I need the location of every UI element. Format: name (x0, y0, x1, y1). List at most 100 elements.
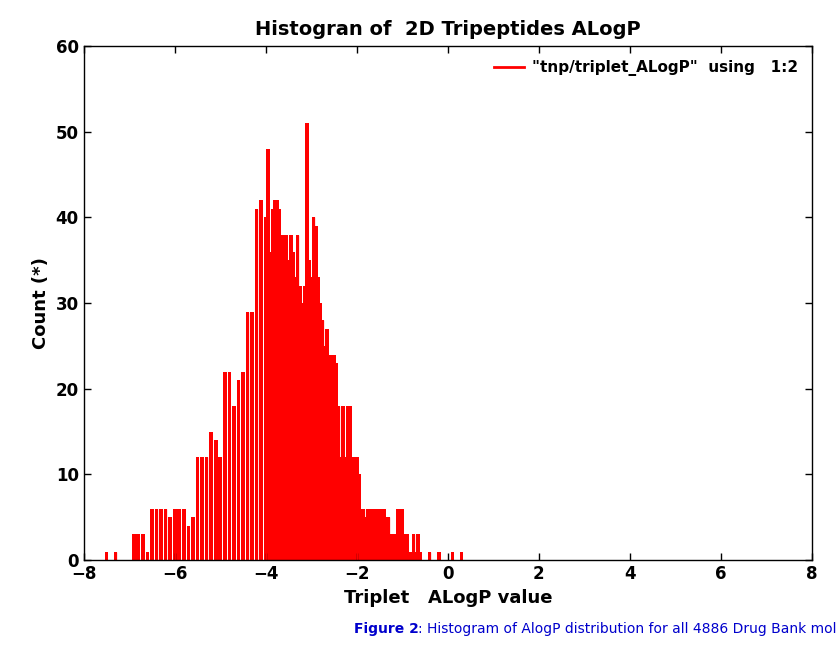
Bar (141, 534, 145, 560)
Bar (336, 406, 340, 560)
Bar (145, 552, 149, 560)
Bar (164, 509, 167, 560)
Bar (325, 329, 329, 560)
Bar (459, 552, 462, 560)
Bar (339, 457, 342, 560)
Bar (450, 552, 454, 560)
Bar (314, 226, 317, 560)
Bar (241, 372, 244, 560)
Bar (293, 277, 297, 560)
Bar (334, 363, 338, 560)
Bar (191, 517, 195, 560)
Bar (389, 534, 392, 560)
Bar (181, 509, 186, 560)
Bar (287, 260, 290, 560)
Bar (391, 534, 395, 560)
Bar (222, 372, 227, 560)
Bar (295, 235, 299, 560)
Bar (348, 406, 351, 560)
Bar (268, 252, 272, 560)
Bar (361, 509, 365, 560)
Bar (327, 355, 331, 560)
Bar (227, 372, 231, 560)
Bar (150, 509, 154, 560)
X-axis label: Triplet   ALogP value: Triplet ALogP value (343, 588, 552, 606)
Bar (329, 355, 334, 560)
Text: Figure 2: Figure 2 (353, 622, 418, 637)
Bar (373, 517, 376, 560)
Bar (319, 303, 322, 560)
Bar (259, 200, 263, 560)
Bar (415, 534, 420, 560)
Bar (291, 252, 294, 560)
Bar (405, 534, 408, 560)
Bar (136, 534, 140, 560)
Bar (304, 123, 308, 560)
Bar (278, 209, 281, 560)
Bar (288, 235, 293, 560)
Bar (350, 457, 354, 560)
Bar (357, 474, 360, 560)
Bar (411, 534, 415, 560)
Text: : Histogram of AlogP distribution for all 4886 Drug Bank molecules.: : Histogram of AlogP distribution for al… (0, 658, 1, 659)
Bar (196, 457, 199, 560)
Bar (311, 217, 315, 560)
Bar (345, 406, 349, 560)
Bar (159, 509, 163, 560)
Bar (200, 457, 204, 560)
Bar (380, 509, 383, 560)
Bar (400, 509, 404, 560)
Bar (366, 509, 370, 560)
Bar (279, 235, 283, 560)
Bar (386, 517, 390, 560)
Bar (155, 509, 158, 560)
Bar (395, 509, 399, 560)
Bar (275, 200, 278, 560)
Bar (300, 303, 303, 560)
Bar (282, 235, 285, 560)
Bar (418, 552, 422, 560)
Bar (237, 380, 240, 560)
Bar (104, 552, 108, 560)
Bar (254, 209, 258, 560)
Bar (393, 534, 397, 560)
Bar (205, 457, 208, 560)
Bar (266, 149, 269, 560)
Bar (270, 209, 274, 560)
Bar (320, 320, 324, 560)
Bar (370, 509, 374, 560)
Bar (250, 312, 253, 560)
Bar (307, 260, 310, 560)
Bar (309, 277, 313, 560)
Title: Histogran of  2D Tripeptides ALogP: Histogran of 2D Tripeptides ALogP (255, 20, 640, 39)
Bar (209, 432, 212, 560)
Bar (402, 534, 406, 560)
Bar (382, 509, 385, 560)
Bar (246, 312, 249, 560)
Text: : Histogram of AlogP distribution for all 4886 Drug Bank molecules.: : Histogram of AlogP distribution for al… (418, 622, 836, 637)
Bar (375, 509, 379, 560)
Bar (409, 552, 413, 560)
Bar (368, 509, 372, 560)
Bar (377, 509, 381, 560)
Bar (303, 286, 306, 560)
Bar (352, 457, 356, 560)
Bar (398, 509, 401, 560)
Bar (186, 526, 190, 560)
Bar (168, 517, 171, 560)
Bar (354, 457, 358, 560)
Bar (214, 440, 217, 560)
Bar (132, 534, 135, 560)
Bar (263, 217, 268, 560)
Bar (407, 552, 410, 560)
Bar (384, 517, 388, 560)
Bar (298, 286, 301, 560)
Bar (316, 277, 319, 560)
Legend: "tnp/triplet_ALogP"  using   1:2: "tnp/triplet_ALogP" using 1:2 (487, 54, 803, 82)
Bar (284, 235, 288, 560)
Bar (232, 406, 236, 560)
Bar (359, 509, 363, 560)
Bar (173, 509, 176, 560)
Y-axis label: Count (*): Count (*) (32, 257, 50, 349)
Bar (114, 552, 117, 560)
